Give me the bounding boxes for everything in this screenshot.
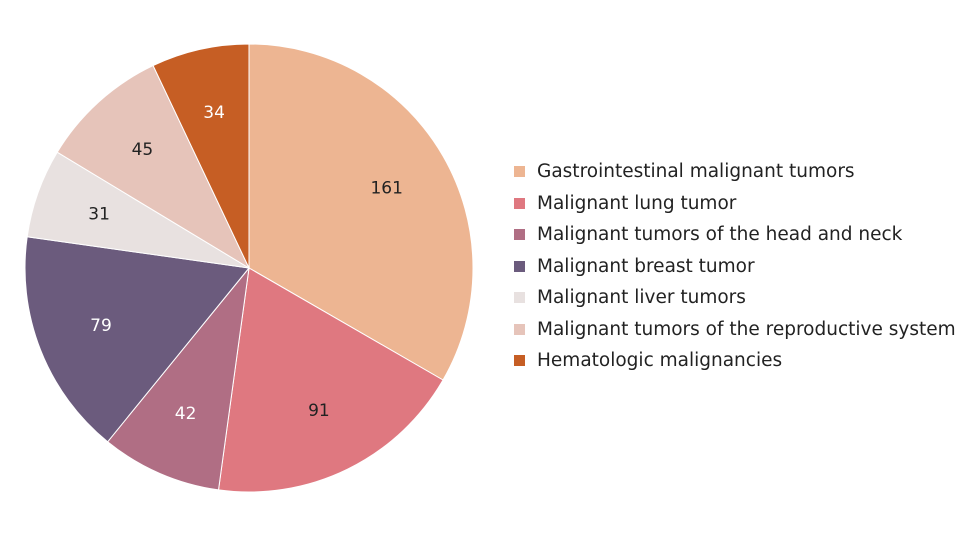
legend-label: Malignant tumors of the head and neck — [537, 224, 903, 246]
pie-slice-6 — [56, 64, 251, 270]
legend-item: Malignant lung tumor — [514, 188, 956, 220]
legend-item: Malignant breast tumor — [514, 251, 956, 283]
slice-value-label: 91 — [308, 401, 330, 421]
pie-slice-1 — [248, 43, 474, 381]
legend-label: Malignant breast tumor — [537, 255, 755, 277]
slice-value-label: 161 — [370, 179, 402, 199]
chart-legend: Gastrointestinal malignant tumors Maligna… — [514, 156, 956, 377]
legend-swatch — [514, 197, 525, 209]
legend-label: Malignant tumors of the reproductive sys… — [537, 318, 956, 340]
legend-item: Malignant tumors of the head and neck — [514, 219, 956, 251]
legend-label: Hematologic malignancies — [537, 350, 783, 372]
legend-item: Malignant tumors of the reproductive sys… — [514, 314, 956, 346]
pie-slice-7 — [152, 43, 250, 269]
legend-label: Malignant lung tumor — [537, 192, 737, 214]
legend-swatch — [514, 260, 525, 272]
legend-label: Gastrointestinal malignant tumors — [537, 161, 855, 183]
slice-value-label: 42 — [175, 404, 197, 424]
legend-swatch — [514, 292, 525, 304]
legend-swatch — [514, 323, 525, 335]
legend-item: Gastrointestinal malignant tumors — [514, 156, 956, 188]
slice-value-label: 45 — [132, 140, 154, 160]
legend-swatch — [514, 166, 525, 178]
slice-value-label: 31 — [88, 205, 110, 225]
pie-slice-3 — [106, 266, 250, 491]
pie-slice-2 — [217, 267, 444, 493]
legend-label: Malignant liver tumors — [537, 287, 746, 309]
legend-item: Malignant liver tumors — [514, 282, 956, 314]
slice-value-label: 34 — [203, 103, 225, 123]
pie-slice-4 — [24, 236, 250, 443]
legend-swatch — [514, 355, 525, 367]
slice-value-label: 79 — [90, 316, 112, 336]
legend-item: Hematologic malignancies — [514, 345, 956, 377]
legend-swatch — [514, 229, 525, 241]
pie-chart: 161 91 42 79 31 45 34 — [24, 43, 474, 493]
